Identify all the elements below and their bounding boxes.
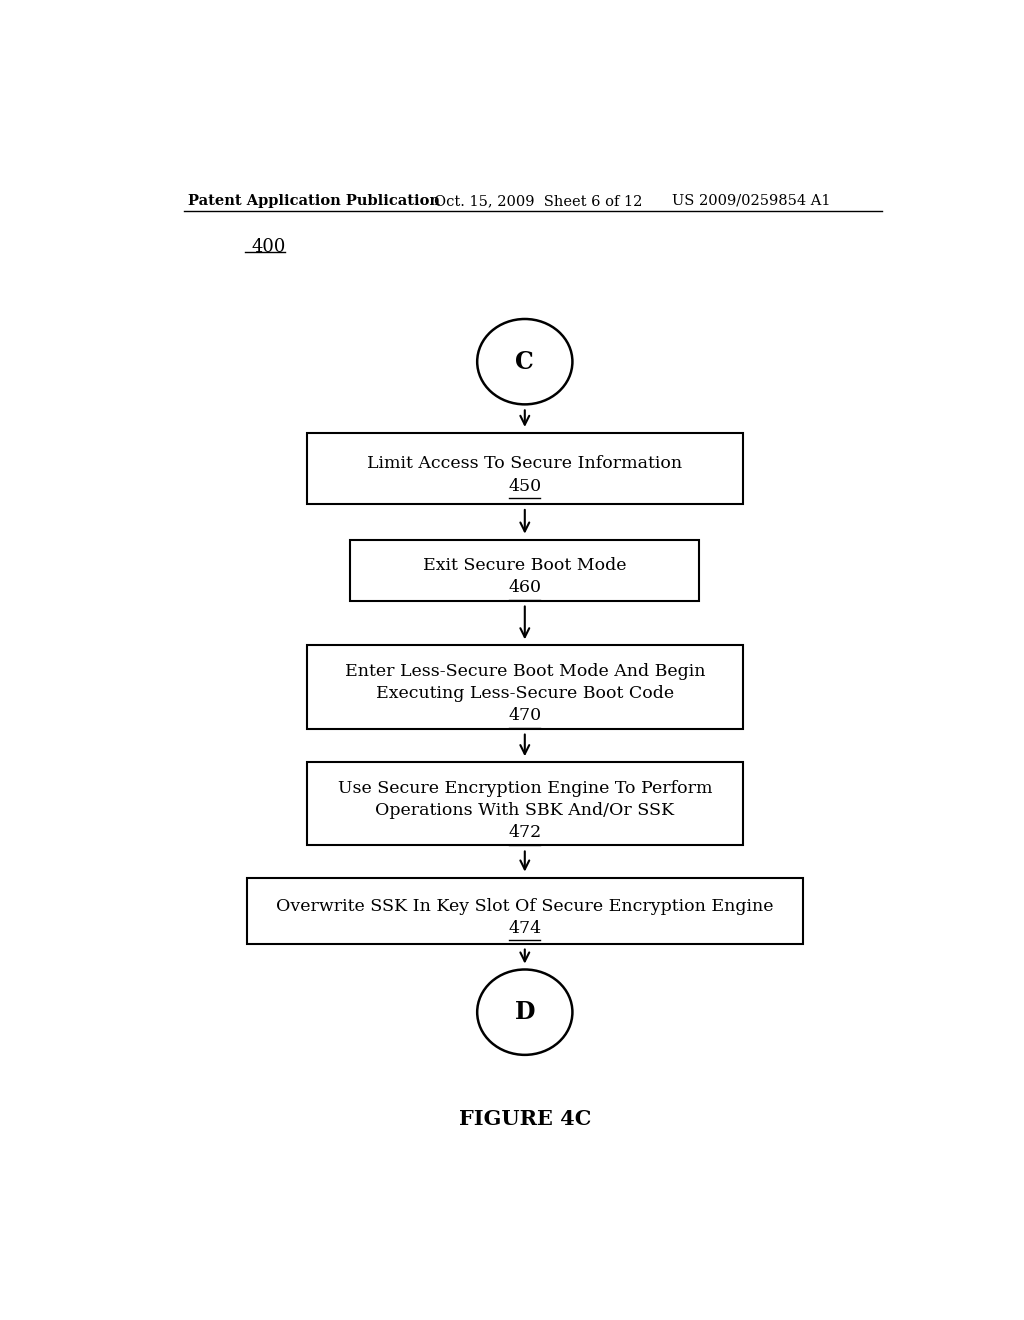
Text: Oct. 15, 2009  Sheet 6 of 12: Oct. 15, 2009 Sheet 6 of 12	[433, 194, 642, 209]
Text: Executing Less-Secure Boot Code: Executing Less-Secure Boot Code	[376, 685, 674, 702]
Bar	[350, 540, 699, 601]
Bar	[306, 433, 743, 504]
Text: 470: 470	[508, 708, 542, 725]
Text: US 2009/0259854 A1: US 2009/0259854 A1	[672, 194, 830, 209]
Bar	[306, 645, 743, 729]
Bar	[247, 878, 803, 944]
Text: 472: 472	[508, 825, 542, 841]
Text: 450: 450	[508, 478, 542, 495]
Text: Limit Access To Secure Information: Limit Access To Secure Information	[368, 455, 682, 473]
Text: Exit Secure Boot Mode: Exit Secure Boot Mode	[423, 557, 627, 574]
Text: 474: 474	[508, 920, 542, 937]
Text: FIGURE 4C: FIGURE 4C	[459, 1109, 591, 1129]
Text: Enter Less-Secure Boot Mode And Begin: Enter Less-Secure Boot Mode And Begin	[344, 663, 706, 680]
Text: 400: 400	[251, 238, 286, 256]
Text: Operations With SBK And/Or SSK: Operations With SBK And/Or SSK	[375, 803, 675, 818]
Text: C: C	[515, 350, 535, 374]
Bar	[306, 762, 743, 846]
Text: D: D	[514, 1001, 536, 1024]
Text: Use Secure Encryption Engine To Perform: Use Secure Encryption Engine To Perform	[338, 780, 712, 797]
Text: Patent Application Publication: Patent Application Publication	[187, 194, 439, 209]
Text: Overwrite SSK In Key Slot Of Secure Encryption Engine: Overwrite SSK In Key Slot Of Secure Encr…	[276, 898, 773, 915]
Text: 460: 460	[508, 579, 542, 597]
